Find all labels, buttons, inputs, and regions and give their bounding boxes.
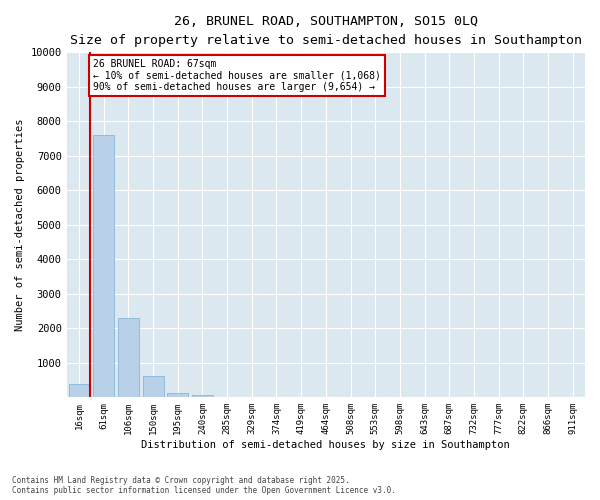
Bar — [93, 135, 114, 398]
Y-axis label: Number of semi-detached properties: Number of semi-detached properties — [15, 118, 25, 331]
Bar — [143, 376, 164, 398]
Bar — [192, 396, 213, 398]
Bar — [217, 396, 238, 398]
Text: 26 BRUNEL ROAD: 67sqm
← 10% of semi-detached houses are smaller (1,068)
90% of s: 26 BRUNEL ROAD: 67sqm ← 10% of semi-deta… — [94, 59, 381, 92]
Text: Contains HM Land Registry data © Crown copyright and database right 2025.
Contai: Contains HM Land Registry data © Crown c… — [12, 476, 396, 495]
Title: 26, BRUNEL ROAD, SOUTHAMPTON, SO15 0LQ
Size of property relative to semi-detache: 26, BRUNEL ROAD, SOUTHAMPTON, SO15 0LQ S… — [70, 15, 582, 47]
X-axis label: Distribution of semi-detached houses by size in Southampton: Distribution of semi-detached houses by … — [142, 440, 510, 450]
Bar — [68, 384, 89, 398]
Bar — [118, 318, 139, 398]
Bar — [167, 393, 188, 398]
